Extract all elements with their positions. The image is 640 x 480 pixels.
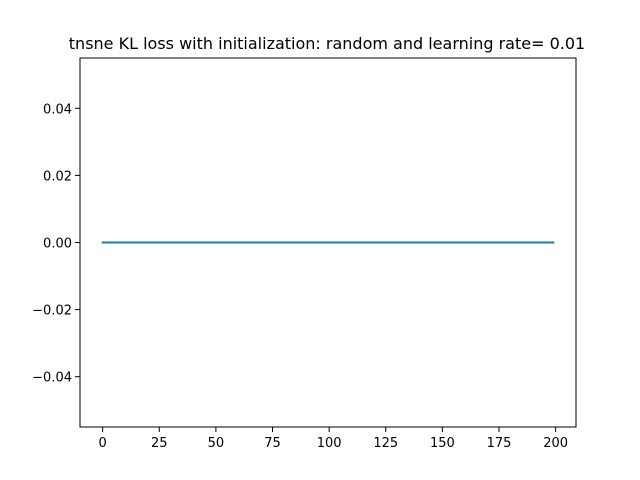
x-tick-label: 100 — [317, 436, 342, 451]
y-tick-label: −0.04 — [32, 371, 72, 386]
y-axis: 0.04 0.02 0.00 −0.02 −0.04 — [32, 102, 80, 386]
y-tick-label: 0.04 — [43, 102, 72, 117]
x-tick-label: 150 — [430, 436, 455, 451]
y-tick-label: −0.02 — [32, 304, 72, 319]
y-tick-label: 0.02 — [43, 169, 72, 184]
x-tick-label: 200 — [543, 436, 568, 451]
plot-frame — [79, 57, 577, 428]
x-tick-label: 25 — [151, 436, 168, 451]
x-tick-label: 125 — [373, 436, 398, 451]
x-tick-label: 0 — [99, 436, 107, 451]
x-tick-label: 75 — [264, 436, 281, 451]
x-tick-label: 50 — [208, 436, 225, 451]
x-tick-label: 175 — [487, 436, 512, 451]
y-tick-label: 0.00 — [43, 237, 72, 252]
chart-title: tnsne KL loss with initialization: rando… — [69, 34, 585, 53]
x-axis: 0 25 50 75 100 125 150 175 200 — [99, 427, 568, 451]
